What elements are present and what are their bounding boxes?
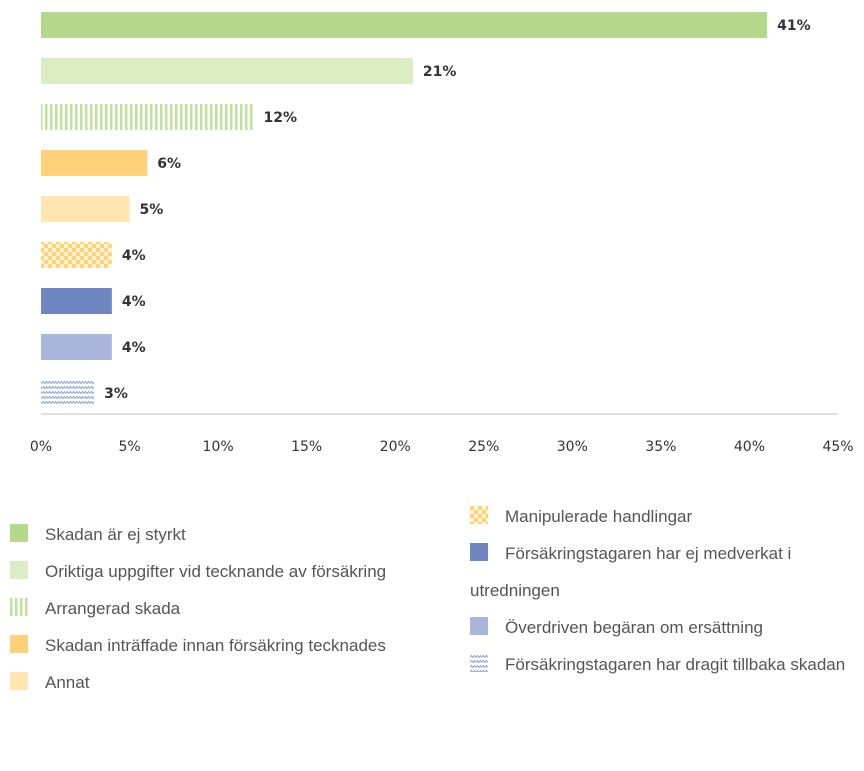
legend-item: Försäkringstagaren har ej medverkat i ut…	[470, 535, 860, 609]
legend-item: Försäkringstagaren har dragit tillbaka s…	[470, 646, 860, 683]
legend: Manipulerade handlingar Försäkringstagare…	[470, 498, 860, 683]
bar	[41, 150, 148, 176]
legend-item: Skadan inträffade innan försäkring teckn…	[10, 627, 390, 664]
value-label: 12%	[264, 110, 298, 126]
bar	[41, 242, 112, 268]
legend-item: Annat	[10, 664, 390, 701]
legend: Skadan är ej styrkt Oriktiga uppgifter vi…	[10, 516, 390, 701]
legend-swatch	[10, 598, 28, 616]
value-label: 3%	[104, 386, 128, 402]
bar	[41, 196, 130, 222]
x-tick-label: 5%	[118, 439, 140, 455]
value-label: 41%	[777, 18, 811, 34]
legend-swatch	[470, 617, 488, 635]
x-tick-label: 25%	[468, 439, 499, 455]
legend-swatch	[10, 561, 28, 579]
x-tick-label: 30%	[557, 439, 588, 455]
x-tick-label: 15%	[291, 439, 322, 455]
bar	[41, 104, 254, 130]
x-tick-label: 0%	[30, 439, 52, 455]
bar	[41, 58, 413, 84]
legend-item: Arrangerad skada	[10, 590, 390, 627]
legend-label: Försäkringstagaren har ej medverkat i ut…	[470, 544, 792, 600]
bar	[41, 380, 95, 406]
legend-label: Skadan inträffade innan försäkring teckn…	[45, 636, 386, 655]
legend-label: Överdriven begäran om ersättning	[505, 618, 763, 637]
value-label: 4%	[122, 294, 146, 310]
value-label: 5%	[140, 202, 164, 218]
legend-label: Oriktiga uppgifter vid tecknande av förs…	[45, 562, 387, 581]
legend-swatch	[10, 635, 28, 653]
legend-label: Skadan är ej styrkt	[45, 525, 186, 544]
value-label: 4%	[122, 248, 146, 264]
legend-label: Försäkringstagaren har dragit tillbaka s…	[505, 655, 846, 674]
legend-swatch	[10, 524, 28, 542]
legend-swatch	[470, 543, 488, 561]
x-tick-label: 45%	[822, 439, 853, 455]
legend-label: Manipulerade handlingar	[505, 507, 693, 526]
x-tick-label: 10%	[203, 439, 234, 455]
legend-item: Oriktiga uppgifter vid tecknande av förs…	[10, 553, 390, 590]
legend-swatch	[470, 654, 488, 672]
x-tick-label: 20%	[380, 439, 411, 455]
bar	[41, 334, 112, 360]
value-label: 6%	[157, 156, 181, 172]
legend-swatch	[10, 672, 28, 690]
chart: 0% 5% 10% 15% 20% 25% 30% 35% 40% 45% 41% 21% 12% 6% 5…	[30, 12, 854, 455]
legend-swatch	[470, 506, 488, 524]
legend-item: Manipulerade handlingar	[470, 498, 860, 535]
bar	[41, 12, 768, 38]
x-tick-label: 35%	[645, 439, 676, 455]
bar	[41, 288, 112, 314]
value-label: 4%	[122, 340, 146, 356]
value-label: 21%	[423, 64, 457, 80]
legend-label: Annat	[45, 673, 90, 692]
legend-item: Överdriven begäran om ersättning	[470, 609, 860, 646]
x-tick-label: 40%	[734, 439, 765, 455]
legend-item: Skadan är ej styrkt	[10, 516, 390, 553]
legend-label: Arrangerad skada	[45, 599, 181, 618]
